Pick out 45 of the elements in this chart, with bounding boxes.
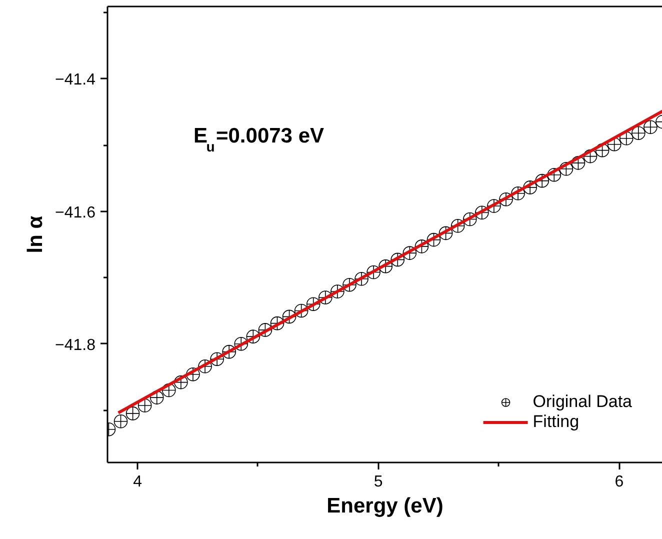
point (294, 304, 308, 318)
point (559, 162, 574, 176)
point (462, 212, 477, 226)
point (378, 259, 392, 274)
point (402, 246, 417, 260)
x-tick-label: 4 (133, 474, 142, 490)
point (583, 149, 598, 164)
point (318, 290, 332, 304)
point (174, 375, 188, 390)
point (414, 240, 429, 254)
point (198, 359, 212, 374)
point (114, 414, 128, 428)
legend-label: Fitting (532, 412, 580, 432)
point (210, 352, 224, 366)
point (390, 252, 405, 267)
point (487, 199, 501, 213)
point (644, 120, 658, 134)
point (234, 336, 248, 351)
point (138, 398, 152, 412)
point (632, 126, 646, 140)
point (258, 323, 272, 337)
y-tick-label: −41.8 (55, 336, 96, 354)
point (246, 330, 260, 344)
point (330, 284, 344, 298)
y-tick-label: −41.4 (55, 72, 96, 89)
point (499, 192, 513, 206)
point (354, 272, 368, 286)
point (366, 265, 380, 280)
point (270, 316, 284, 330)
point (282, 310, 296, 324)
point (523, 180, 537, 194)
y-axis-title: ln α (24, 216, 48, 254)
point (571, 156, 586, 170)
y-tick-label: −41.6 (55, 204, 96, 222)
point (475, 206, 489, 220)
point (426, 232, 441, 247)
point (126, 406, 140, 420)
point (511, 186, 525, 200)
point (342, 278, 356, 292)
x-tick-label: 6 (614, 474, 624, 490)
point (306, 297, 320, 311)
x-tick-label: 5 (374, 474, 383, 490)
point (450, 218, 465, 233)
x-axis-title: Energy (eV) (326, 494, 444, 518)
legend-label: Original Data (532, 392, 632, 412)
